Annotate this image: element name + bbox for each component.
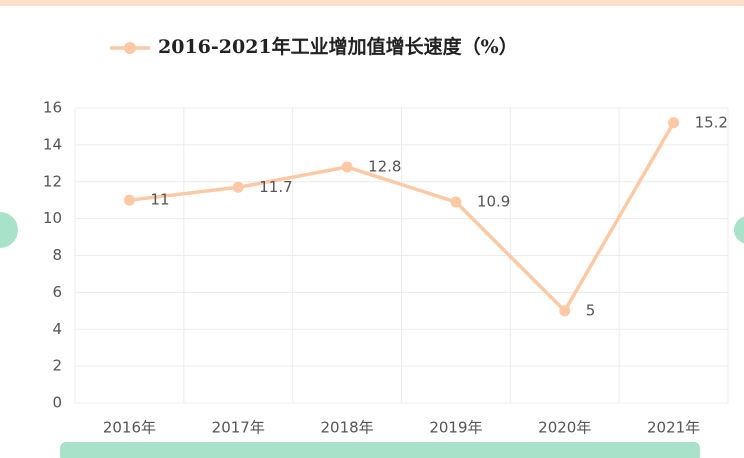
top-band (0, 0, 744, 6)
bottom-band (60, 442, 700, 458)
data-label: 10.9 (477, 193, 510, 211)
data-point (123, 194, 135, 206)
data-label: 12.8 (368, 158, 401, 176)
data-point (232, 181, 244, 193)
y-tick-label: 12 (43, 172, 62, 190)
data-label: 15.2 (695, 113, 728, 131)
y-tick-label: 8 (52, 246, 62, 264)
x-tick-label: 2019年 (429, 419, 482, 437)
y-tick-label: 6 (52, 283, 62, 301)
data-point (341, 161, 353, 173)
data-point (559, 305, 571, 317)
legend-marker (124, 42, 136, 54)
x-tick-label: 2017年 (212, 419, 265, 437)
y-tick-label: 2 (52, 357, 62, 375)
y-tick-label: 10 (43, 209, 62, 227)
series-line (129, 121, 676, 313)
x-tick-label: 2020年 (538, 419, 591, 437)
data-label: 11.7 (259, 178, 292, 196)
data-label: 11 (150, 191, 169, 209)
legend: 2016-2021年工业增加值增长速度（%） (110, 35, 518, 58)
right-decoration (734, 216, 744, 244)
y-tick-label: 0 (52, 394, 62, 412)
data-label: 5 (586, 301, 596, 319)
plot-area: 0 2 4 6 8 10 12 14 16 2016年 2017年 2018年 2019年 2020年 20… (43, 99, 729, 437)
x-tick-label: 2018年 (320, 419, 373, 437)
left-decoration (0, 212, 18, 248)
y-tick-label: 16 (43, 99, 62, 117)
data-point (668, 117, 680, 129)
y-tick-label: 4 (52, 320, 62, 338)
legend-label: 2016-2021年工业增加值增长速度（%） (158, 35, 518, 58)
y-tick-label: 14 (43, 135, 62, 153)
x-tick-label: 2021年 (647, 419, 700, 437)
x-tick-label: 2016年 (103, 419, 156, 437)
data-point (450, 196, 462, 208)
